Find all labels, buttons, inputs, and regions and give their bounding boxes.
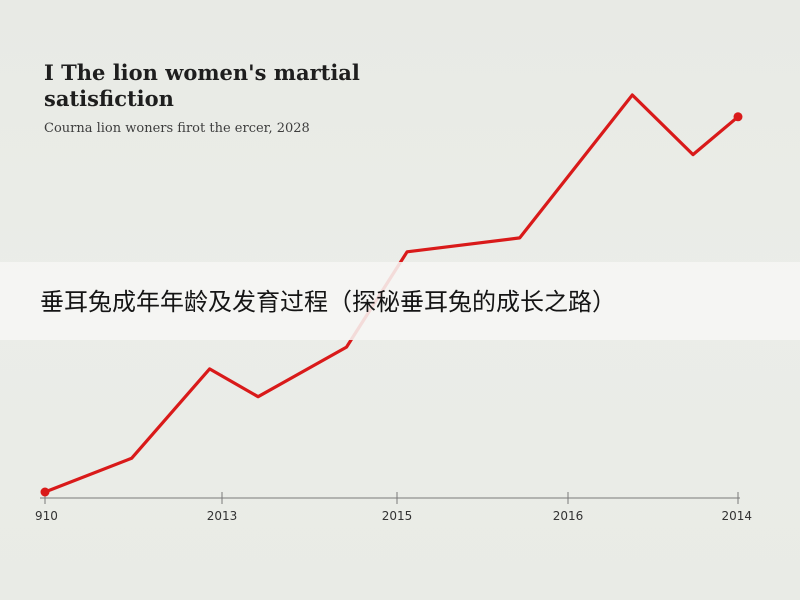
- x-tick-label: 2014: [721, 509, 752, 523]
- x-tick-label: 910: [35, 509, 58, 523]
- x-axis-ticks: 910 2013 2015 2016 2014: [35, 492, 752, 523]
- series-end-point: [733, 112, 743, 122]
- x-tick-label: 2016: [553, 509, 584, 523]
- chart-subtitle: Courna lion woners firot the ercer, 2028: [44, 121, 310, 136]
- x-tick-label: 2015: [382, 509, 413, 523]
- chart-title: I The lion women's martial satisfiction: [44, 60, 360, 111]
- x-tick-label: 2013: [207, 509, 238, 523]
- caption-banner: 垂耳兔成年年龄及发育过程（探秘垂耳兔的成长之路）: [0, 262, 800, 340]
- series-start-point: [40, 487, 50, 497]
- caption-banner-text: 垂耳兔成年年龄及发育过程（探秘垂耳兔的成长之路）: [40, 288, 616, 316]
